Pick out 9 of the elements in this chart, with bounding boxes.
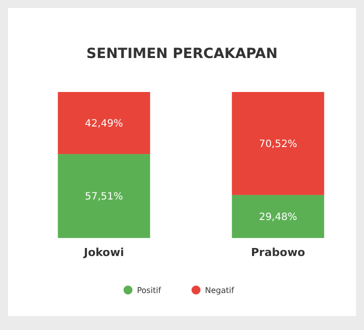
legend-label: Negatif [205,286,234,295]
data-label: 29,48% [258,212,298,223]
data-label: 57,51% [84,192,124,203]
data-label: 70,52% [258,138,298,150]
x-tick-label: Jokowi [82,246,124,259]
data-label: 42,49% [84,118,124,130]
chart-title: SENTIMEN PERCAKAPAN [86,46,278,62]
legend-label: Positif [137,286,162,295]
x-tick-label: Prabowo [250,246,306,259]
